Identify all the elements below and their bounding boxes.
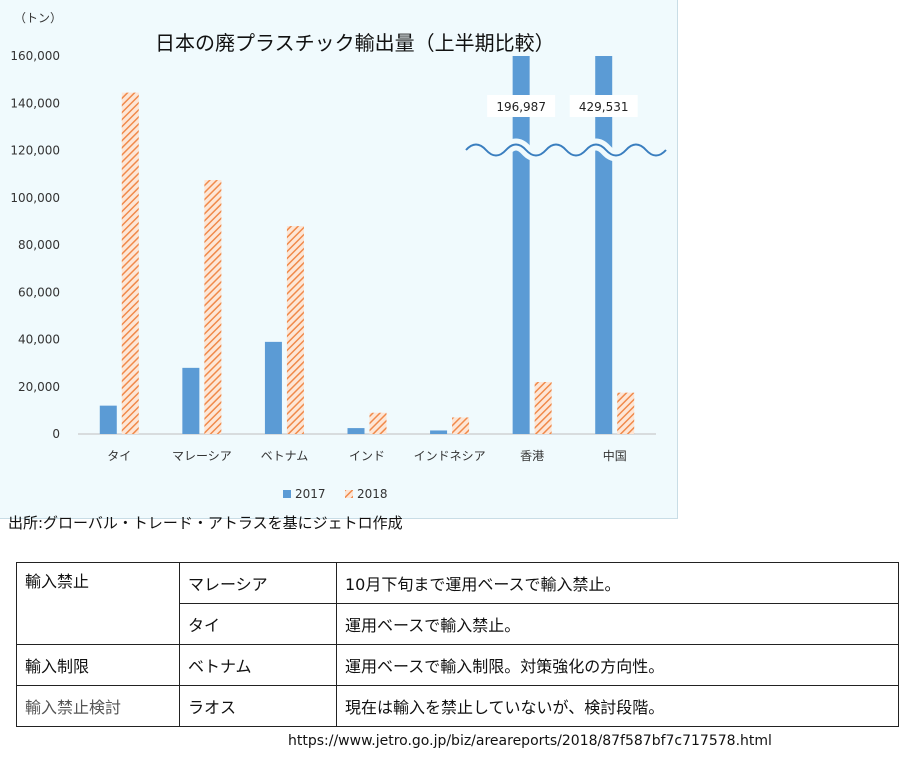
detail-cell: 10月下旬まで運用ベースで輸入禁止。 [336,562,899,604]
country-cell: ベトナム [179,644,337,686]
source-url[interactable]: https://www.jetro.go.jp/biz/areareports/… [288,733,772,749]
x-category-label: インド [349,449,385,463]
policy-type-cell: 輸入制限 [16,644,180,686]
bar-2017-4 [430,430,448,434]
legend-swatch-2017 [283,490,291,498]
import-policy-table: 輸入禁止 マレーシア 10月下旬まで運用ベースで輸入禁止。 タイ 運用ベースで輸… [16,562,899,727]
detail-cell: 運用ベースで輸入制限。対策強化の方向性。 [336,644,899,686]
x-category-label: 香港 [520,449,544,463]
x-category-label: タイ [107,449,131,463]
y-tick-label: 20,000 [18,380,60,394]
bar-2018-0 [121,92,139,435]
legend-label-2017: 2017 [295,487,326,501]
policy-type-cell: 輸入禁止検討 [16,685,180,727]
chart-title: 日本の廃プラスチック輸出量（上半期比較） [155,31,555,55]
y-tick-label: 120,000 [10,144,60,158]
y-tick-label: 60,000 [18,285,60,299]
bar-2018-2 [286,226,304,434]
bar-2017-1 [182,367,200,434]
country-cell: タイ [179,603,337,645]
y-tick-label: 80,000 [18,238,60,252]
y-tick-label: 140,000 [10,96,60,110]
bar-2018-3 [369,412,387,434]
y-tick-label: 100,000 [10,191,60,205]
country-cell: ラオス [179,685,337,727]
y-tick-label: 40,000 [18,333,60,347]
bar-2018-1 [204,180,222,434]
bar-2018-6 [617,392,635,434]
table-row: 輸入禁止検討 ラオス 現在は輸入を禁止していないが、検討段階。 [16,685,899,727]
bar-2018-4 [452,417,470,434]
bar-2018-5 [534,382,552,434]
data-label: 429,531 [579,100,629,114]
bars [99,56,635,435]
policy-type-cell: 輸入禁止 [16,562,180,645]
source-note: 出所:グローバル・トレード・アトラスを基にジェトロ作成 [8,514,403,532]
table-row: 輸入制限 ベトナム 運用ベースで輸入制限。対策強化の方向性。 [16,644,899,686]
y-tick-label: 160,000 [10,49,60,63]
bar-2017-0 [99,405,117,434]
legend-swatch-2018 [345,490,353,498]
axis-break-wave [465,143,667,157]
detail-cell: 現在は輸入を禁止していないが、検討段階。 [336,685,899,727]
x-category-label: マレーシア [172,449,232,463]
axis-break: 196,987 429,531 [461,95,671,162]
legend: 2017 2018 [283,487,388,501]
y-axis-unit-label: （トン） [14,11,62,25]
x-category-label: 中国 [603,448,627,463]
bar-chart: （トン） 日本の廃プラスチック輸出量（上半期比較） 0 20,000 40,000 6… [10,11,671,501]
detail-cell: 運用ベースで輸入禁止。 [336,603,899,645]
country-cell: マレーシア [179,562,337,604]
data-label-box [487,95,556,117]
table-row: タイ 運用ベースで輸入禁止。 [17,603,899,645]
legend-label-2018: 2018 [357,487,388,501]
bar-2017-3 [347,428,365,434]
y-tick-label: 0 [52,427,60,441]
chart-panel: （トン） 日本の廃プラスチック輸出量（上半期比較） 0 20,000 40,000 6… [0,0,678,519]
y-axis-ticks: 0 20,000 40,000 60,000 80,000 100,000 120,000 1… [10,49,60,441]
data-label-box [569,95,638,117]
data-label: 196,987 [496,100,546,114]
x-category-label: インドネシア [414,449,486,463]
x-axis-categories: タイ マレーシア ベトナム インド インドネシア 香港 中国 [107,448,626,463]
table-row: 輸入禁止 マレーシア 10月下旬まで運用ベースで輸入禁止。 [16,562,899,645]
x-category-label: ベトナム [261,449,309,463]
bar-2017-2 [264,341,282,434]
